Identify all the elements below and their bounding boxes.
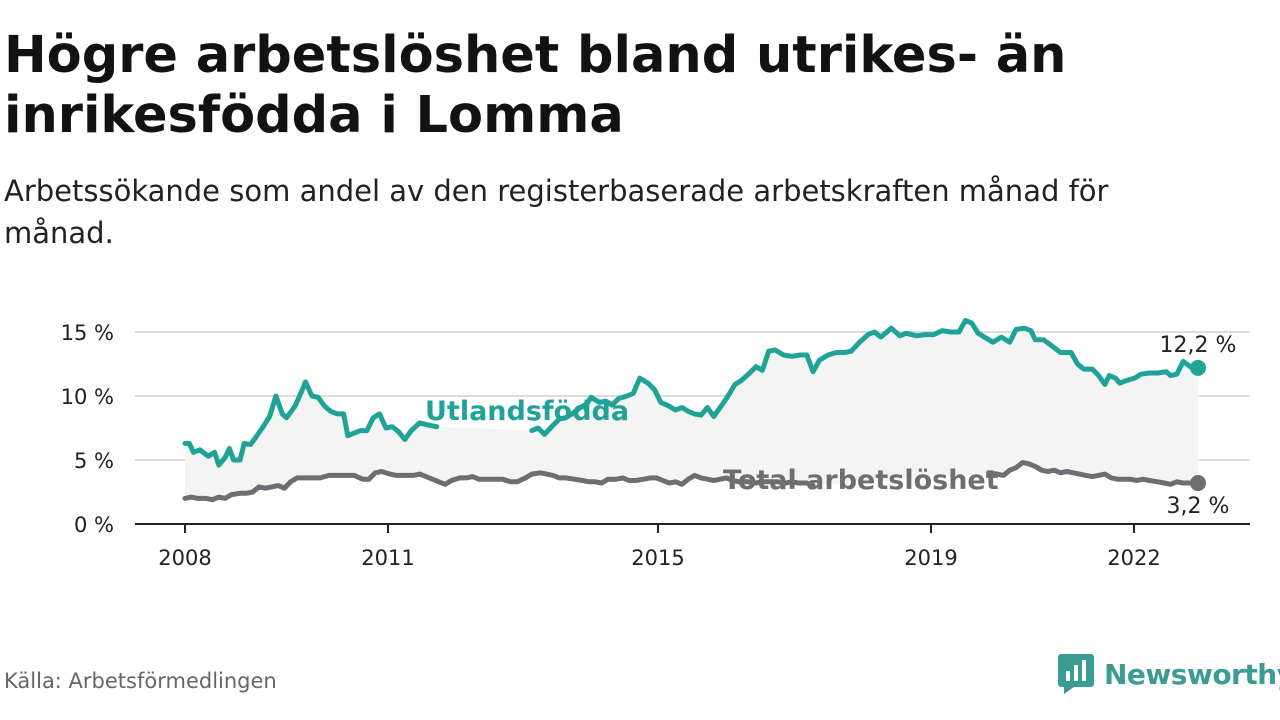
chart-subtitle: Arbetssökande som andel av den registerb…: [4, 174, 1109, 250]
brand-name: Newsworthy: [1104, 657, 1280, 691]
newsworthy-logo-icon: [1058, 654, 1094, 694]
x-tick-label: 2022: [1107, 546, 1160, 570]
y-tick-label: 5 %: [74, 449, 114, 473]
brand-logo: Newsworthy: [1058, 652, 1280, 696]
x-tick-label: 2019: [904, 546, 957, 570]
series-line-utlandsfodda: [182, 318, 1201, 468]
end-value-total-arbetsloshet: 3,2 %: [1167, 494, 1230, 519]
axis-layer: 2008 2011 2015 2019 2022: [135, 523, 1250, 570]
x-tick-label: 2015: [631, 546, 684, 570]
end-dot-utlandsfodda: [1190, 359, 1206, 376]
grid-layer: 0 % 5 % 10 % 15 %: [61, 321, 1250, 537]
x-tick-label: 2008: [158, 546, 211, 570]
y-tick-label: 10 %: [61, 385, 114, 409]
range-band: [185, 320, 1198, 500]
line-chart: 0 % 5 % 10 % 15 % 2008 2011 2015 2019 2022 Utla…: [61, 318, 1250, 570]
chart-title: Högre arbetslöshet bland utrikes- än inr…: [4, 26, 1067, 145]
label-layer: Utlandsfödda Total arbetslöshet 12,2 % 3…: [425, 333, 1236, 519]
series-line-total-arbetsloshet: [182, 460, 1201, 503]
end-dot-total-arbetsloshet: [1190, 475, 1206, 492]
end-value-utlandsfodda: 12,2 %: [1160, 333, 1237, 358]
source-note: Källa: Arbetsförmedlingen: [4, 669, 277, 693]
y-tick-label: 15 %: [61, 321, 114, 345]
x-tick-label: 2011: [361, 546, 414, 570]
series-label-utlandsfodda: Utlandsfödda: [425, 396, 629, 427]
series-label-total-arbetsloshet: Total arbetslöshet: [723, 465, 999, 496]
y-tick-label: 0 %: [74, 513, 114, 537]
